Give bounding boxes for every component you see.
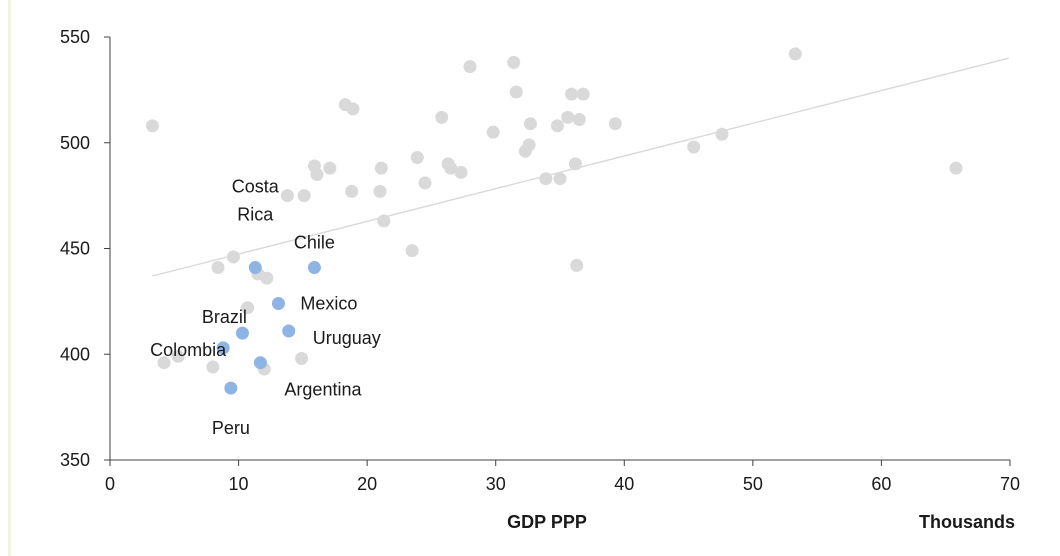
data-point-other [523,117,537,131]
annotation-layer: Peru Colombia Brazil Argentina Costa Rica Mexi… [150,177,381,439]
data-point-other [260,271,274,285]
data-point-other [295,351,309,365]
data-point-other [507,55,521,69]
y-tick-label: 400 [60,344,90,364]
point-annotation-label: Mexico [300,293,357,313]
x-tick-label: 50 [743,474,763,494]
data-point-latam [271,296,285,310]
data-point-other [568,157,582,171]
data-point-latam [216,341,230,355]
point-annotation-label: Uruguay [313,328,381,348]
x-tick-label: 0 [105,474,115,494]
data-point-other [206,360,220,374]
x-tick-label: 10 [229,474,249,494]
data-point-latam [235,326,249,340]
x-tick-label: 60 [871,474,891,494]
point-annotation-label: Rica [237,205,274,225]
data-point-other [323,161,337,175]
data-point-other [454,165,468,179]
point-annotation-label: Argentina [284,380,362,400]
data-point-latam [307,261,321,275]
x-tick-label: 40 [614,474,634,494]
axes-layer [109,37,1010,461]
data-point-other [405,244,419,258]
point-annotation-label: Costa [232,177,280,197]
x-tick-label: 70 [1000,474,1020,494]
data-point-other [565,87,579,101]
y-tick-label: 450 [60,239,90,259]
data-point-other [561,110,575,124]
data-point-other [949,161,963,175]
data-point-other [377,214,391,228]
data-point-other [346,102,360,116]
data-point-other [418,176,432,190]
data-point-other [570,258,584,272]
data-point-other [297,189,311,203]
data-point-other [310,167,324,181]
points-layer [145,47,963,395]
data-point-other [374,161,388,175]
data-point-other [550,119,564,133]
point-annotation-label: Chile [294,233,335,253]
x-axis-title: GDP PPP [507,512,587,532]
data-point-other [373,184,387,198]
data-point-other [522,138,536,152]
data-point-other [576,87,590,101]
tick-layer: 350 400 450 500 550 0 10 20 30 40 50 60 70 [60,27,1020,494]
data-point-other [572,112,586,126]
x-axis-unit-label: Thousands [919,512,1015,532]
data-point-other [171,349,185,363]
data-point-other [280,189,294,203]
data-point-other [410,151,424,165]
data-point-other [486,125,500,139]
data-point-other [211,261,225,275]
y-tick-label: 550 [60,27,90,47]
data-point-other [345,184,359,198]
data-point-other [157,356,171,370]
data-point-other [463,60,477,74]
data-point-other [788,47,802,61]
data-point-other [145,119,159,133]
data-point-latam [224,381,238,395]
y-tick-label: 500 [60,133,90,153]
data-point-latam [282,324,296,338]
point-annotation-label: Brazil [202,307,247,327]
x-tick-label: 20 [357,474,377,494]
data-point-other [539,172,553,186]
data-point-other [444,161,458,175]
y-tick-label: 350 [60,450,90,470]
left-margin-rule [8,0,11,556]
data-point-other [241,301,255,315]
data-point-other [553,172,567,186]
point-annotation-label: Peru [212,418,250,438]
x-tick-label: 30 [486,474,506,494]
data-point-latam [248,261,262,275]
data-point-other [715,127,729,141]
point-annotation-label: Colombia [150,340,227,360]
data-point-other [226,250,240,264]
data-point-other [509,85,523,99]
data-point-other [687,140,701,154]
data-point-latam [253,356,267,370]
data-point-other [435,110,449,124]
data-point-other [608,117,622,131]
